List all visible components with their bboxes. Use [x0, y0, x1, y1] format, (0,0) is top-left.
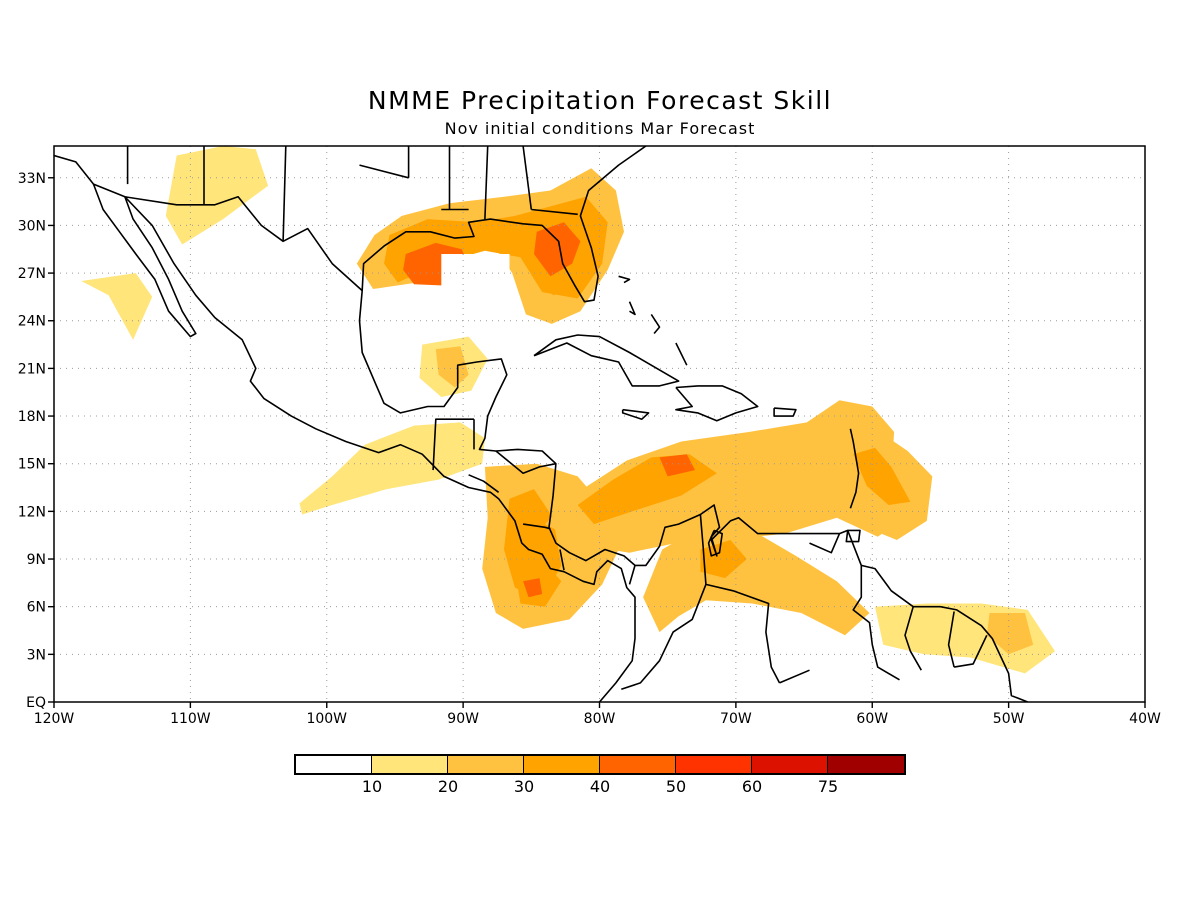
legend-level-label: 50: [665, 777, 687, 796]
legend-bin: [296, 756, 372, 773]
lat-tick-label: 21N: [18, 361, 46, 377]
map-subtitle: Nov initial conditions Mar Forecast: [444, 119, 756, 138]
coastline-segment: [845, 529, 861, 543]
coastline-segment: [650, 313, 661, 335]
legend-level-label: 30: [513, 777, 535, 796]
coastline-segment: [621, 408, 650, 421]
skill-region-lesser-antilles: [853, 447, 911, 505]
coastline-segment: [628, 301, 636, 316]
skill-region-caribbean: [545, 400, 905, 553]
coastline-segment: [809, 533, 841, 554]
coastline-segment: [779, 669, 810, 684]
skill-region-panama-pacific: [523, 578, 543, 598]
lat-tick-label: 15N: [18, 457, 46, 473]
legend-level-label: 40: [589, 777, 611, 796]
coastline-segment: [947, 611, 955, 668]
lat-tick-label: 6N: [27, 600, 46, 616]
coastline-segment: [618, 275, 631, 284]
lon-tick-label: 120W: [34, 711, 75, 727]
coastline-segment: [359, 164, 409, 179]
coastline-segment: [124, 196, 636, 702]
lon-tick-label: 100W: [306, 711, 347, 727]
coastline-segment: [432, 418, 474, 471]
skill-region-venezuela: [643, 527, 870, 636]
lat-tick-label: 3N: [27, 647, 46, 663]
lon-tick-label: 50W: [993, 711, 1025, 727]
coastline-segment: [522, 523, 551, 530]
coastline-segment: [468, 474, 500, 493]
coastline-segment: [92, 183, 197, 338]
skill-region-yucatan: [435, 346, 469, 388]
coastline-segment: [522, 146, 533, 210]
lat-tick-label: 30N: [18, 218, 46, 234]
lat-tick-label: 12N: [18, 504, 46, 520]
legend-level-label: 10: [361, 777, 383, 796]
coastline-segment: [675, 342, 688, 366]
coastline-segment: [849, 428, 860, 509]
coastlines-borders: [54, 146, 1028, 702]
skill-region-venezuela: [700, 540, 747, 579]
skill-region-southwest-us: [165, 146, 269, 245]
coastline-segment: [495, 450, 557, 475]
legend-bin: [676, 756, 752, 773]
coastline-segment: [773, 407, 797, 417]
coastline-segment: [707, 529, 724, 557]
skill-region-baja-pacific: [81, 273, 153, 340]
lon-tick-label: 90W: [447, 711, 479, 727]
skill-region-eastern-pacific: [299, 422, 485, 515]
coastline-segment: [54, 146, 647, 303]
legend-bin: [448, 756, 524, 773]
legend-bin: [524, 756, 600, 773]
lat-tick-label: 18N: [18, 409, 46, 425]
coastline-segment: [533, 334, 680, 387]
lat-tick-label: 9N: [27, 552, 46, 568]
skill-region-florida: [534, 222, 581, 277]
lat-tick-label: 24N: [18, 314, 46, 330]
legend-level-label: 20: [437, 777, 459, 796]
coastline-segment: [852, 565, 900, 681]
coastline-segment: [953, 634, 988, 668]
lat-tick-label: EQ: [26, 695, 46, 711]
coastline-segment: [699, 514, 781, 684]
legend-bin: [600, 756, 676, 773]
skill-shading-layer: [81, 146, 1055, 674]
skill-region-guianas: [986, 613, 1034, 655]
coastline-segment: [904, 606, 922, 671]
lon-tick-label: 110W: [170, 711, 211, 727]
coastline-segment: [484, 146, 489, 220]
legend-level-label: 60: [741, 777, 763, 796]
lon-tick-label: 80W: [584, 711, 616, 727]
coastline-segment: [282, 146, 287, 242]
coastline-segment: [621, 584, 707, 691]
gulf-no-data-gap: [441, 254, 510, 296]
coastline-segment: [531, 208, 578, 216]
lat-tick-label: 27N: [18, 266, 46, 282]
legend-bin: [752, 756, 828, 773]
lat-tick-label: 33N: [18, 171, 46, 187]
color-legend-bar: [294, 754, 906, 775]
map-title: NMME Precipitation Forecast Skill: [367, 86, 833, 115]
coastline-segment: [675, 385, 759, 422]
legend-bin: [372, 756, 448, 773]
lon-tick-label: 60W: [856, 711, 888, 727]
axis-ticks: 120W 110W 100W 90W 80W 70W 60W 50W 40W EQ 3N 6N 9N 12…: [18, 171, 1161, 727]
coastline-segment: [559, 549, 565, 571]
skill-region-caribbean: [659, 454, 695, 477]
legend-bin: [828, 756, 904, 773]
lon-tick-label: 70W: [720, 711, 752, 727]
coastline-segment: [628, 565, 636, 585]
lon-tick-label: 40W: [1129, 711, 1161, 727]
legend-level-label: 75: [817, 777, 839, 796]
